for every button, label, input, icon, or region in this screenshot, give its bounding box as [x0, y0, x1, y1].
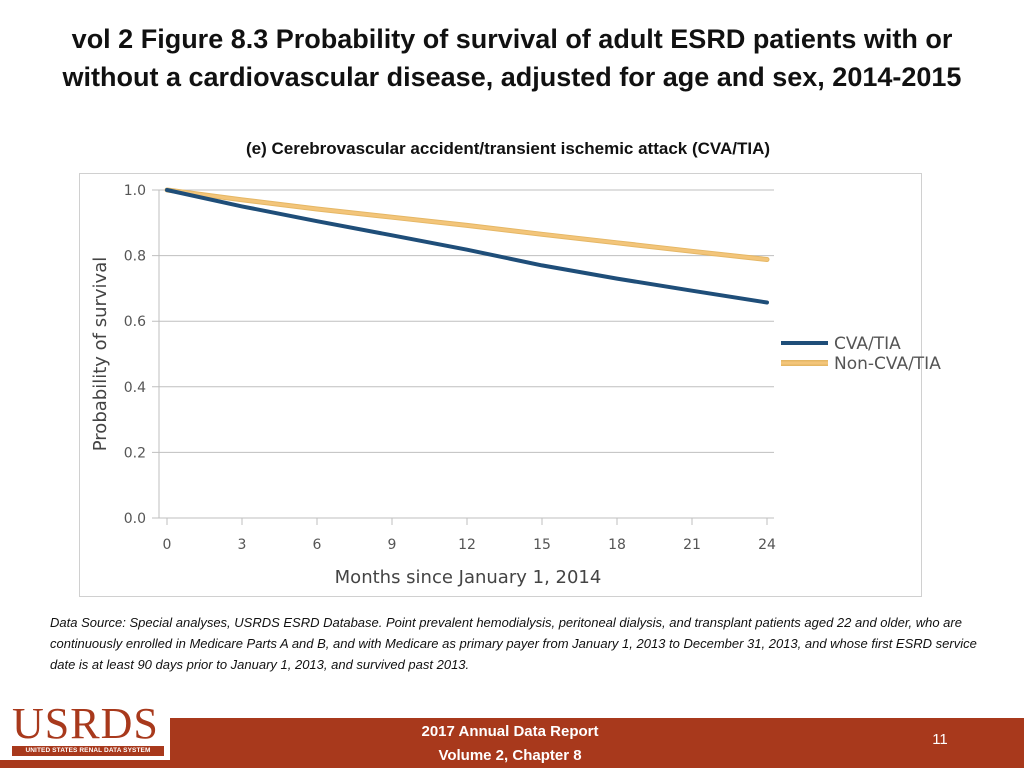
logo-subtitle: UNITED STATES RENAL DATA SYSTEM	[25, 747, 151, 754]
footer-bar	[0, 718, 1024, 768]
chart-frame	[79, 173, 922, 597]
footer-report-title: 2017 Annual Data Report	[421, 723, 599, 740]
title-line-1: vol 2 Figure 8.3 Probability of survival…	[71, 24, 953, 54]
x-axis-label: Months since January 1, 2014	[335, 567, 602, 588]
x-tick-label-8: 24	[758, 537, 776, 553]
footer-chapter: Volume 2, Chapter 8	[438, 747, 582, 764]
chart-subtitle: (e) Cerebrovascular accident/transient i…	[245, 139, 771, 158]
series-line-cva-tia	[165, 188, 769, 305]
y-tick-label-3: 0.6	[124, 314, 146, 330]
x-tick-label-5: 15	[533, 537, 551, 553]
x-tick-label-7: 21	[683, 537, 701, 553]
legend-label-non-cva-tia: Non-CVA/TIA	[834, 354, 941, 374]
y-tick-label-0: 0.0	[124, 511, 146, 527]
y-tick-label-2: 0.4	[124, 380, 146, 396]
data-source-note: Data Source: Special analyses, USRDS ESR…	[50, 615, 977, 672]
y-tick-label-1: 0.2	[124, 445, 146, 461]
title-line-2: without a cardiovascular disease, adjust…	[62, 62, 962, 92]
x-tick-label-2: 6	[313, 537, 322, 553]
x-tick-label-3: 9	[388, 537, 397, 553]
logo-bar	[12, 746, 164, 756]
footer-report-info: 2017 Annual Data Report Volume 2, Chapte…	[360, 720, 660, 768]
y-tick-label-4: 0.8	[124, 249, 146, 265]
page-number: 11	[932, 731, 948, 748]
figure-title: vol 2 Figure 8.3 Probability of survival…	[0, 20, 1024, 96]
series-line-non-cva-tia	[165, 188, 769, 261]
legend-label-cva-tia: CVA/TIA	[834, 334, 901, 354]
logo-wordmark: USRDS	[12, 699, 159, 748]
y-tick-label-5: 1.0	[124, 183, 146, 199]
x-tick-label-1: 3	[238, 537, 247, 553]
x-tick-label-6: 18	[608, 537, 626, 553]
usrds-logo: USRDS UNITED STATES RENAL DATA SYSTEM	[0, 700, 170, 760]
y-axis-label: Probability of survival	[90, 257, 111, 451]
x-tick-label-4: 12	[458, 537, 476, 553]
x-tick-label-0: 0	[163, 537, 172, 553]
